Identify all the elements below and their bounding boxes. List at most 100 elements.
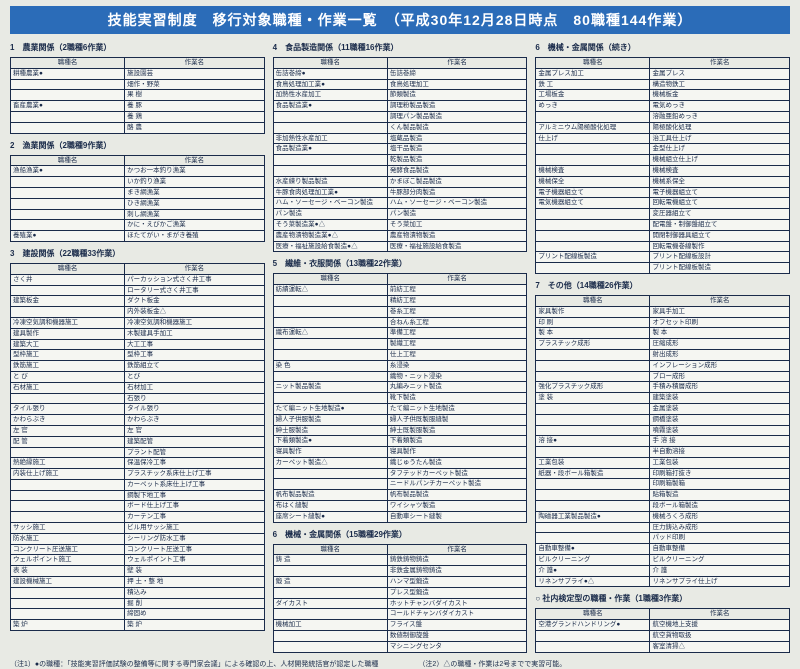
table-row: カーペット系床仕上げ工事: [11, 479, 265, 490]
cell-job: 婦人子供服製造: [273, 414, 387, 425]
cell-work: 射出成形: [650, 349, 790, 360]
cell-work: ハンマ型鍛造: [387, 577, 527, 588]
cell-work: タイル張り: [125, 404, 265, 415]
cell-work: ひき網漁業: [125, 198, 265, 209]
cell-job: [536, 371, 650, 382]
cell-job: 染 色: [273, 360, 387, 371]
table-row: 座席シート縫製●自動車シート縫製: [273, 511, 527, 522]
table-row: 食品製造業●塩干品製造: [273, 144, 527, 155]
table-row: 製織工程: [273, 339, 527, 350]
cell-work: 紳士既製服製造: [387, 425, 527, 436]
cell-work: 養 鶏: [125, 111, 265, 122]
cell-work: 寝具製作: [387, 447, 527, 458]
table-row: 空港グランドハンドリング●航空機地上支援: [536, 620, 790, 631]
cell-job: 冷凍空気調和機器施工: [11, 317, 125, 328]
cell-work: カーペット系床仕上げ工事: [125, 479, 265, 490]
table-row: さく井パーカッション式さく井工事: [11, 274, 265, 285]
table-row: 建築大工大工工事: [11, 339, 265, 350]
cell-job: 漁船漁業●: [11, 166, 125, 177]
table-row: 紙器・段ボール箱製造印刷箱打抜き: [536, 468, 790, 479]
cell-job: 布はく縫製: [273, 501, 387, 512]
cell-job: [11, 307, 125, 318]
cell-job: たて編ニット生地製造●: [273, 403, 387, 414]
cell-work: コールドチャンバダイカスト: [387, 609, 527, 620]
table-1: 職種名作業名耕種農業●施設園芸畑作・野菜果 樹畜産農業●養 豚養 鶏酪 農: [10, 57, 265, 134]
table-row: 非鉄金属鋳物鋳造: [273, 566, 527, 577]
table-row: 積込み: [11, 587, 265, 598]
cell-work: パッド印刷: [650, 533, 790, 544]
table-row: ひき網漁業: [11, 198, 265, 209]
cell-work: 圧縮成形: [650, 339, 790, 350]
table-row: 発酵食品製造: [273, 165, 527, 176]
cell-job: [536, 219, 650, 230]
table-row: カーテン工事: [11, 512, 265, 523]
table-row: 農産物漬物製造業●△農産物漬物製造: [273, 230, 527, 241]
table-row: 仕上げ治工具仕上げ: [536, 133, 790, 144]
cell-job: 食品製造業●: [273, 101, 387, 112]
table-row: 回転電機巻線製作: [536, 241, 790, 252]
cell-job: [273, 479, 387, 490]
cell-work: 保温保冷工事: [125, 458, 265, 469]
table-row: 表 装壁 装: [11, 566, 265, 577]
cell-work: タフテッドカーペット製造: [387, 468, 527, 479]
cell-work: カーテン工事: [125, 512, 265, 523]
cell-work: 航空貨物取扱: [650, 631, 790, 642]
section-title-3: 3 建設関係（22職種33作業）: [10, 248, 265, 259]
cell-job: [273, 306, 387, 317]
table-row: 帆布製品製造帆布製品製造: [273, 490, 527, 501]
cell-work: 築 炉: [125, 620, 265, 631]
table-row: 鋳 造鋳鉄鋳物鋳造: [273, 555, 527, 566]
cell-work: 医療・福祉施設給食製造: [387, 241, 527, 252]
cell-work: 開閉制御器具組立て: [650, 230, 790, 241]
table-5: 職種名作業名紡績運転△前紡工程精紡工程巻糸工程合ねん糸工程織布運転△準備工程製織…: [273, 273, 528, 522]
cell-job: [273, 111, 387, 122]
cell-work: 陽極酸化処理: [650, 122, 790, 133]
cell-job: タイル張り: [11, 404, 125, 415]
cell-job: プラスチック成形: [536, 339, 650, 350]
table-row: カーペット製造△織じゅうたん製造: [273, 457, 527, 468]
table-row: 掘 削: [11, 598, 265, 609]
cell-job: 機械加工: [273, 620, 387, 631]
cell-job: 畜産農業●: [11, 101, 125, 112]
table-row: 射出成形: [536, 349, 790, 360]
cell-work: 溶融亜鉛めっき: [650, 111, 790, 122]
cell-work: 壁 装: [125, 566, 265, 577]
cell-job: カーペット製造△: [273, 457, 387, 468]
cell-job: 空港グランドハンドリング●: [536, 620, 650, 631]
cell-work: 下着類製造: [387, 436, 527, 447]
cell-work: 積込み: [125, 587, 265, 598]
cell-job: さく井: [11, 274, 125, 285]
table-row: ブロー成形: [536, 371, 790, 382]
cell-work: 鋼製下地工事: [125, 490, 265, 501]
cell-job: 鉄 工: [536, 79, 650, 90]
cell-work: 半自動溶接: [650, 447, 790, 458]
cell-work: 鋼橋塗装: [650, 414, 790, 425]
cell-work: ほたてがい・まがき養殖: [125, 231, 265, 242]
table-row: 機械保全機械系保全: [536, 176, 790, 187]
table-row: タイル張りタイル張り: [11, 404, 265, 415]
cell-job: [536, 479, 650, 490]
cell-job: [11, 220, 125, 231]
cell-job: 築 炉: [11, 620, 125, 631]
cell-work: オフセット印刷: [650, 317, 790, 328]
table-row: 介 護●介 護: [536, 565, 790, 576]
table-row: コールドチャンバダイカスト: [273, 609, 527, 620]
table-row: 仕上工程: [273, 349, 527, 360]
table-row: 航空貨物取扱: [536, 631, 790, 642]
cell-work: 織物・ニット浸染: [387, 371, 527, 382]
cell-work: 木製建具手加工: [125, 328, 265, 339]
cell-job: 紳士服製造: [273, 425, 387, 436]
cell-work: 数値制御旋盤: [387, 631, 527, 642]
cell-job: [536, 522, 650, 533]
table-row: 建具製作木製建具手加工: [11, 328, 265, 339]
cell-work: 節類製造: [387, 90, 527, 101]
table-row: ビルクリーニングビルクリーニング: [536, 555, 790, 566]
table-row: 織布運転△準備工程: [273, 328, 527, 339]
cell-job: [536, 155, 650, 166]
cell-job: 織布運転△: [273, 328, 387, 339]
cell-work: 食鳥処理加工: [387, 79, 527, 90]
cell-job: [273, 587, 387, 598]
cell-job: 自動車整備●: [536, 544, 650, 555]
cell-job: [11, 111, 125, 122]
cell-work: ニードルパンチカーペット製造: [387, 479, 527, 490]
